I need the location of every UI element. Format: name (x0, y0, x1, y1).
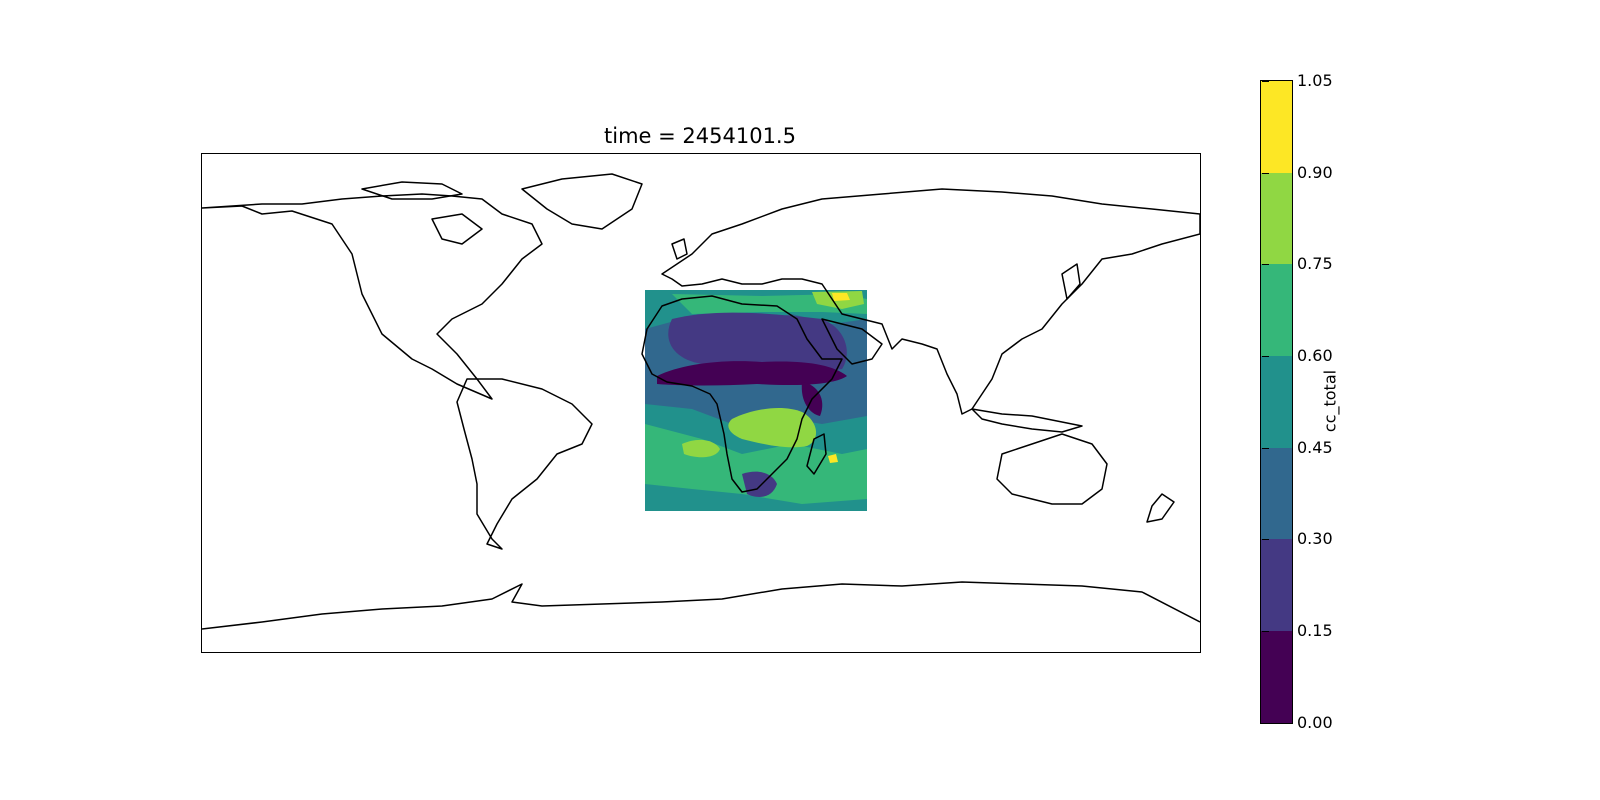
field-yellow-ne (832, 293, 850, 301)
colorbar-tick (1262, 264, 1269, 265)
field-light-central (728, 408, 817, 448)
colorbar-tick-label: 0.00 (1297, 713, 1333, 732)
coastline-madagascar (806, 433, 827, 475)
colorbar-segment (1261, 356, 1292, 448)
coastline-south-america (456, 378, 593, 550)
colorbar-tick-label: 0.75 (1297, 254, 1333, 273)
coastline-japan (1061, 263, 1081, 300)
colorbar-segment (1261, 173, 1292, 264)
colorbar-tick (1262, 723, 1269, 724)
plot-title: time = 2454101.5 (604, 124, 796, 148)
colorbar-tick-label: 0.15 (1297, 621, 1333, 640)
coastlines (202, 173, 1200, 630)
colorbar-tick (1262, 448, 1269, 449)
colorbar-tick-label: 0.90 (1297, 163, 1333, 182)
field-light-west (682, 439, 720, 458)
coastline-arabia (821, 318, 883, 365)
coastline-north-america (202, 193, 543, 400)
field-dark-sahel (657, 361, 847, 386)
coastline-new-zealand (1146, 493, 1175, 523)
colorbar-tick (1262, 631, 1269, 632)
colorbar-tick-label: 0.45 (1297, 438, 1333, 457)
colorbar-tick (1262, 356, 1269, 357)
colorbar-segment (1261, 81, 1292, 173)
colorbar-tick (1262, 81, 1269, 82)
cloud-cover-field (645, 290, 867, 511)
colorbar-tick (1262, 173, 1269, 174)
colorbar (1260, 80, 1293, 724)
coastline-indonesia (971, 408, 1083, 433)
colorbar-axis-label: cc_total (1320, 369, 1340, 433)
colorbar-tick-label: 1.05 (1297, 71, 1333, 90)
coastline-arctic-islands (361, 181, 483, 245)
world-map (202, 173, 1200, 630)
coastline-antarctica (202, 581, 1200, 630)
coastline-africa (641, 295, 843, 493)
colorbar-segment (1261, 448, 1292, 539)
colorbar-segment (1261, 264, 1292, 356)
colorbar-segment (1261, 631, 1292, 723)
colorbar-tick-label: 0.30 (1297, 529, 1333, 548)
coastline-eurasia (661, 188, 1200, 415)
colorbar-segment (1261, 539, 1292, 631)
field-purple-sahara (668, 312, 847, 372)
map-axes (201, 153, 1201, 653)
field-yellow-sw (828, 454, 838, 463)
colorbar-tick (1262, 539, 1269, 540)
coastline-british-isles (671, 238, 688, 260)
coastline-greenland (521, 173, 643, 230)
coastline-australia (996, 433, 1108, 505)
colorbar-tick-label: 0.60 (1297, 346, 1333, 365)
